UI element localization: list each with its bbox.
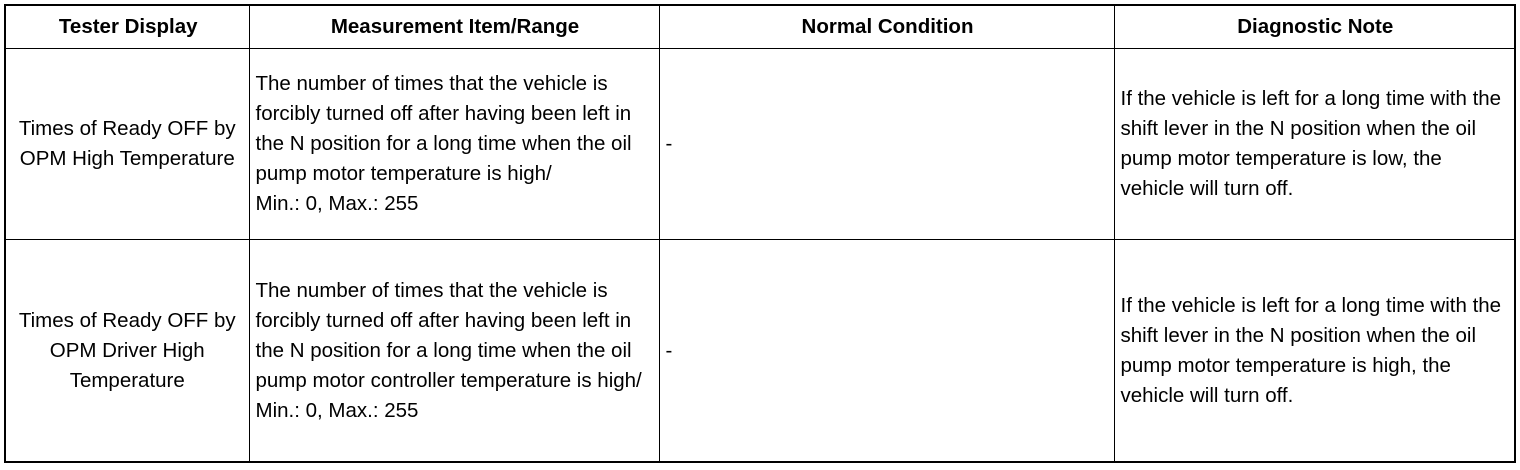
header-cell: Normal Condition — [658, 4, 1115, 49]
table-row: Times of Ready OFF by OPM Driver High Te… — [4, 239, 1516, 463]
header-cell: Tester Display — [4, 4, 250, 49]
table-cell: - — [658, 239, 1115, 463]
table-cell: Times of Ready OFF by OPM Driver High Te… — [4, 239, 250, 463]
data-table: Tester Display Measurement Item/Range Norm… — [4, 4, 1516, 463]
header-cell: Measurement Item/Range — [248, 4, 660, 49]
table-row: Times of Ready OFF by OPM High Temperatu… — [4, 48, 1516, 240]
header-row: Tester Display Measurement Item/Range Norm… — [4, 4, 1516, 49]
table-cell: The number of times that the vehicle is … — [248, 48, 660, 240]
table-cell: If the vehicle is left for a long time w… — [1113, 239, 1516, 463]
header-cell: Diagnostic Note — [1113, 4, 1516, 49]
table-cell: - — [658, 48, 1115, 240]
table-cell: If the vehicle is left for a long time w… — [1113, 48, 1516, 240]
table-body: Times of Ready OFF by OPM High Temperatu… — [4, 48, 1516, 463]
table-cell: The number of times that the vehicle is … — [248, 239, 660, 463]
table-cell: Times of Ready OFF by OPM High Temperatu… — [4, 48, 250, 240]
